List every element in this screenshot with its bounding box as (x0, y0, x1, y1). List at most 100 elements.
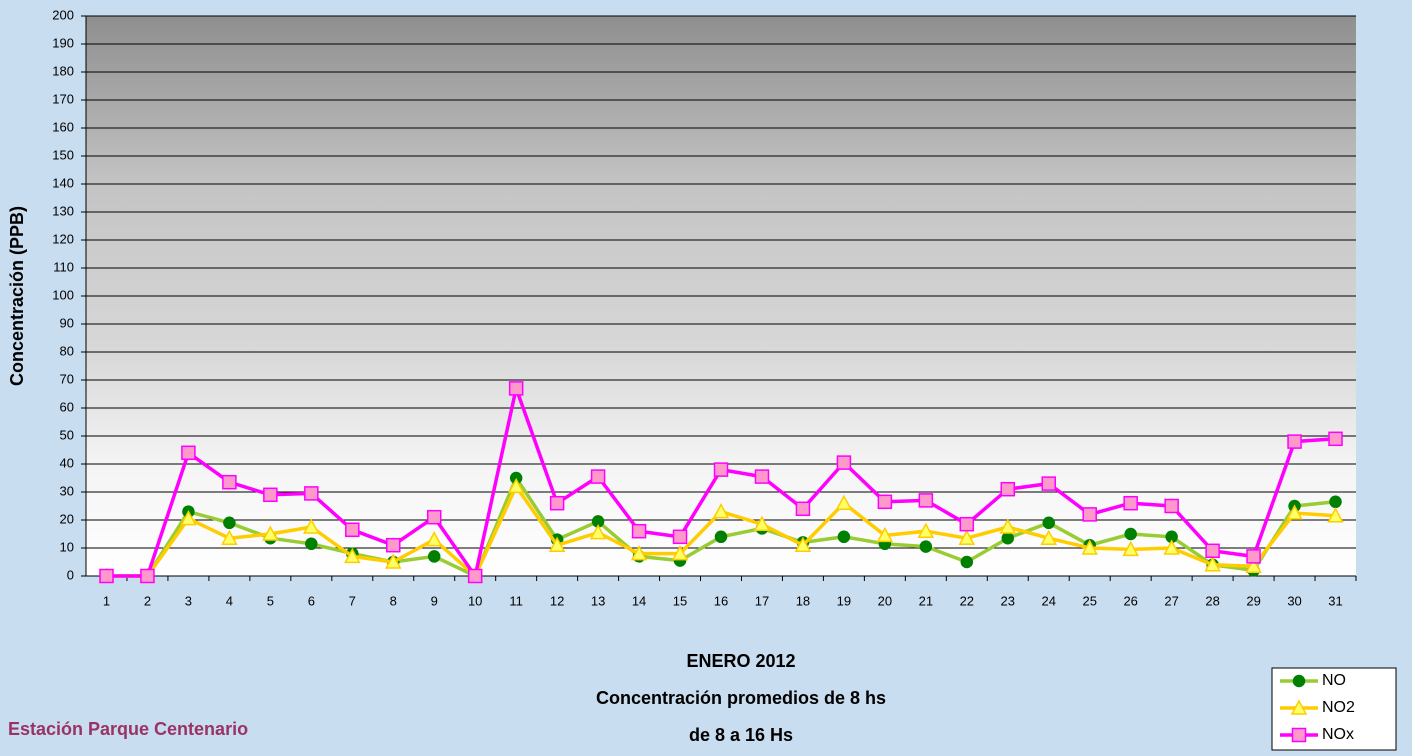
data-point (344, 547, 361, 564)
data-point (631, 523, 647, 539)
x-tick-label: 14 (632, 593, 646, 608)
x-tick-label: 24 (1042, 593, 1056, 608)
legend-label: NOx (1322, 726, 1354, 743)
x-tick-label: 16 (714, 593, 728, 608)
y-tick-label: 60 (60, 399, 74, 414)
data-point (304, 486, 319, 501)
data-point (753, 515, 771, 531)
y-tick-label: 90 (60, 315, 74, 330)
data-point (345, 522, 360, 538)
y-tick-label: 200 (52, 7, 74, 22)
x-tick-label: 25 (1082, 593, 1096, 608)
data-point (262, 525, 279, 541)
data-point (508, 381, 524, 396)
data-point (1042, 516, 1055, 530)
x-tick-label: 9 (431, 593, 438, 608)
data-point (917, 522, 935, 538)
x-tick-label: 3 (185, 593, 192, 608)
data-point (713, 462, 729, 477)
x-tick-label: 11 (509, 593, 523, 608)
data-point (181, 445, 196, 461)
data-point (1286, 504, 1303, 520)
data-point (960, 555, 974, 569)
data-point (876, 526, 894, 543)
x-tick-label: 21 (919, 593, 933, 608)
x-tick-label: 12 (550, 593, 564, 608)
y-tick-label: 190 (52, 35, 74, 50)
data-point (305, 537, 318, 551)
data-point (507, 477, 525, 494)
x-tick-label: 18 (796, 593, 810, 608)
data-point (754, 469, 770, 484)
data-point (712, 503, 730, 519)
chart-title: Concentración promedios de 8 hs (596, 688, 886, 708)
data-point (795, 501, 811, 517)
data-point (140, 568, 155, 584)
data-point (590, 469, 606, 484)
data-point (222, 474, 237, 490)
data-point (263, 487, 278, 503)
data-point (959, 516, 975, 532)
data-point (835, 494, 853, 510)
data-point (1041, 476, 1056, 491)
data-point (672, 529, 688, 545)
chart-title: de 8 a 16 Hs (689, 725, 793, 745)
legend-marker (1292, 674, 1306, 688)
data-point (877, 494, 893, 510)
data-point (385, 553, 402, 569)
x-tick-label: 27 (1164, 593, 1178, 608)
y-tick-label: 160 (52, 119, 74, 134)
data-point (1246, 549, 1261, 564)
y-tick-label: 170 (52, 91, 74, 106)
x-tick-label: 30 (1287, 593, 1301, 608)
data-point (1123, 495, 1138, 511)
data-point (999, 518, 1017, 534)
data-point (1329, 495, 1342, 509)
legend-marker (1291, 727, 1307, 743)
data-point (1328, 431, 1343, 447)
data-point (837, 530, 851, 544)
data-point (630, 545, 648, 561)
data-point (1287, 434, 1302, 449)
x-tick-label: 17 (755, 593, 769, 608)
data-point (589, 524, 607, 540)
data-point (549, 495, 565, 511)
y-tick-label: 80 (60, 343, 74, 358)
y-tick-label: 130 (52, 203, 74, 218)
data-point (426, 509, 442, 525)
x-tick-label: 13 (591, 593, 605, 608)
y-tick-label: 40 (60, 455, 74, 470)
data-point (221, 529, 238, 545)
data-point (1040, 529, 1057, 545)
data-point (958, 529, 976, 545)
chart-title: ENERO 2012 (686, 651, 795, 671)
x-tick-label: 4 (226, 593, 233, 608)
data-point (1124, 527, 1137, 541)
y-tick-label: 70 (60, 371, 74, 386)
x-tick-label: 10 (468, 593, 482, 608)
y-tick-label: 50 (60, 427, 74, 442)
data-point (425, 531, 443, 547)
x-tick-label: 28 (1205, 593, 1219, 608)
x-tick-label: 2 (144, 593, 151, 608)
data-point (223, 516, 236, 530)
y-tick-label: 150 (52, 147, 74, 162)
data-point (467, 568, 483, 584)
data-point (671, 545, 689, 561)
legend-label: NO (1322, 672, 1346, 689)
y-tick-label: 20 (60, 511, 74, 526)
x-tick-label: 22 (960, 593, 974, 608)
y-tick-label: 10 (60, 539, 74, 554)
data-point (1204, 556, 1221, 572)
x-tick-label: 15 (673, 593, 687, 608)
data-point (1001, 531, 1015, 545)
data-point (1245, 557, 1262, 573)
x-tick-label: 7 (349, 593, 356, 608)
x-tick-label: 6 (308, 593, 315, 608)
data-point (548, 536, 566, 552)
data-point (918, 493, 934, 508)
data-point (794, 536, 812, 552)
y-tick-label: 100 (52, 287, 74, 302)
x-tick-label: 8 (390, 593, 397, 608)
